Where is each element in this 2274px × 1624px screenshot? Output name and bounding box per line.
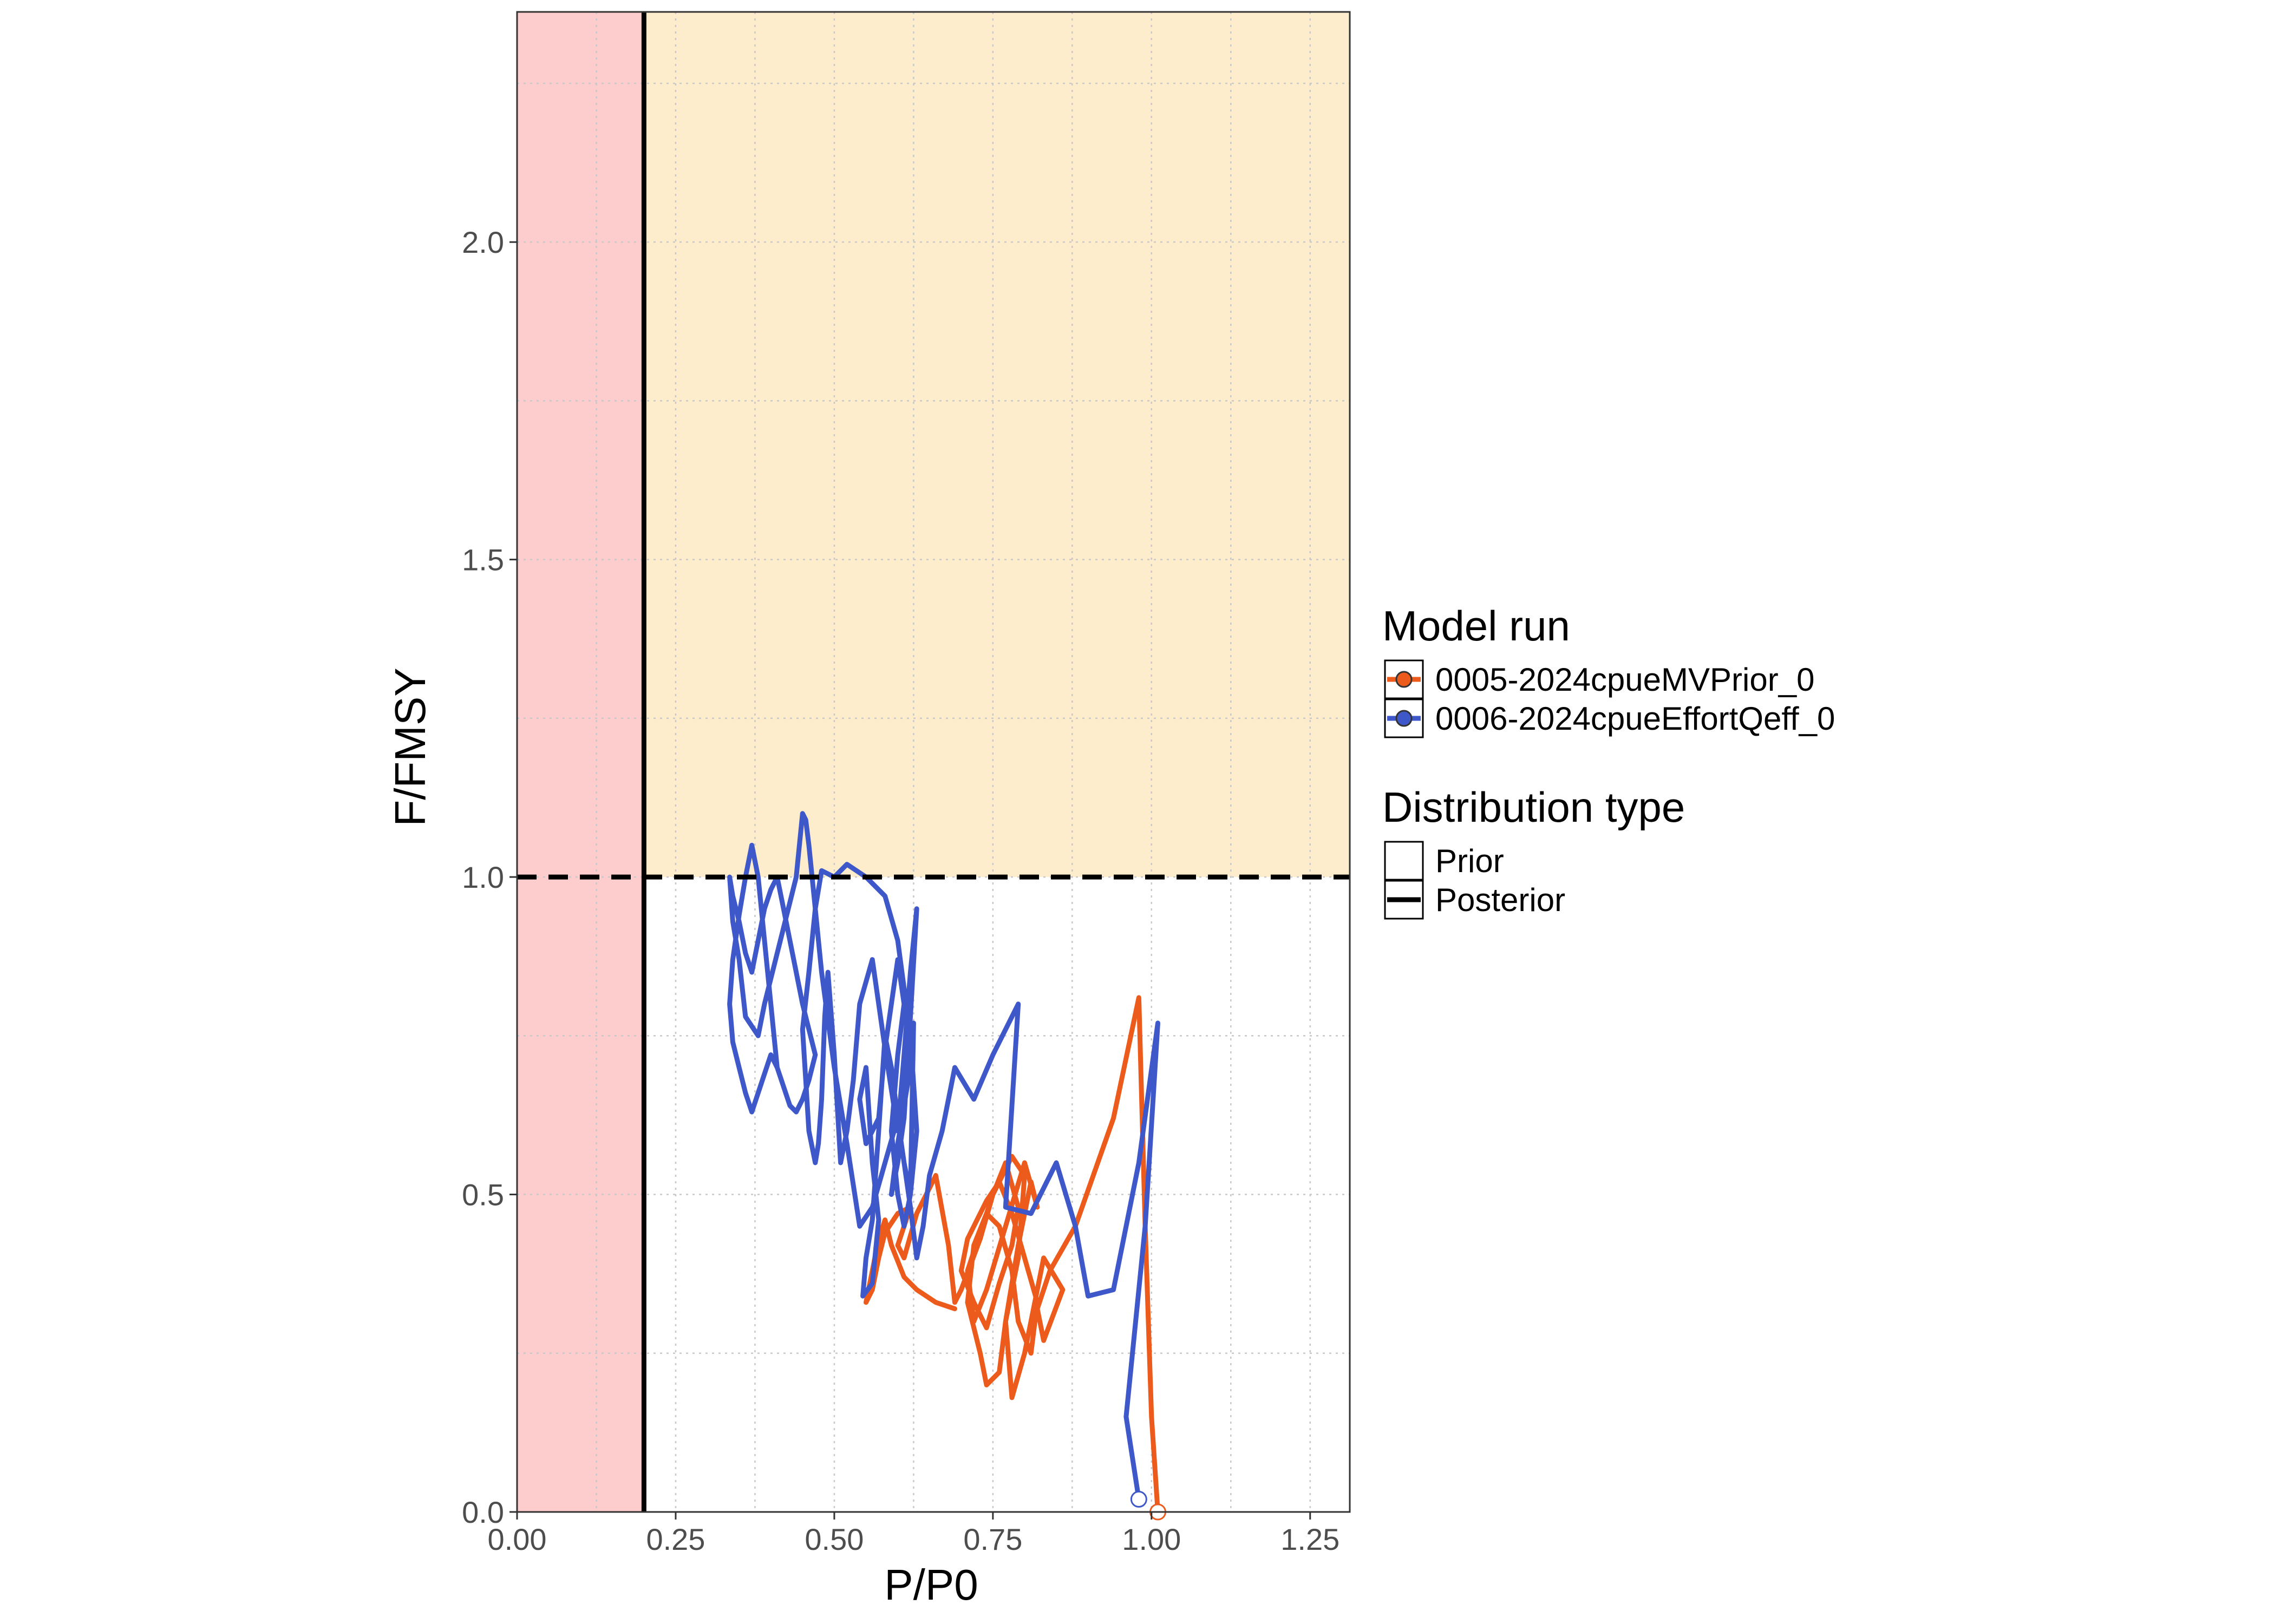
panel-border bbox=[516, 11, 1351, 1513]
legend-key-box bbox=[1384, 841, 1424, 881]
x-axis-title: P/P0 bbox=[884, 1561, 978, 1609]
legend: Model run 0005-2024cpueMVPrior_0 0006-20… bbox=[1382, 602, 1835, 920]
series-line-1 bbox=[727, 811, 1160, 1502]
legend-item-posterior: Posterior bbox=[1384, 880, 1565, 920]
x-axis: 0.00 0.25 0.50 0.75 1.00 1.25 bbox=[488, 1512, 1339, 1556]
limit-region bbox=[517, 12, 644, 1512]
legend-label-posterior: Posterior bbox=[1435, 882, 1565, 918]
legend-key-marker bbox=[1395, 710, 1413, 727]
y-tick-label: 0.0 bbox=[462, 1495, 504, 1529]
x-tick-label: 1.25 bbox=[1280, 1522, 1339, 1556]
y-tick-label: 2.0 bbox=[462, 225, 504, 259]
series-endpoint-1 bbox=[1130, 1491, 1147, 1508]
legend-title-model-run: Model run bbox=[1382, 602, 1570, 650]
y-tick-label: 0.5 bbox=[462, 1178, 504, 1212]
y-axis: 0.0 0.5 1.0 1.5 2.0 bbox=[462, 225, 517, 1529]
x-tick-label: 0.50 bbox=[805, 1522, 864, 1556]
series-lines bbox=[727, 811, 1160, 1515]
legend-item-model-run-1: 0006-2024cpueEffortQeff_0 bbox=[1384, 698, 1835, 738]
legend-item-prior: Prior bbox=[1384, 841, 1504, 881]
overfishing-region bbox=[644, 12, 1350, 878]
legend-title-distribution: Distribution type bbox=[1382, 783, 1685, 831]
legend-label-model-run: 0005-2024cpueMVPrior_0 bbox=[1435, 662, 1814, 698]
x-tick-label: 0.00 bbox=[488, 1522, 547, 1556]
y-tick-label: 1.0 bbox=[462, 860, 504, 894]
plot-area bbox=[516, 11, 1351, 1521]
series-endpoints bbox=[1130, 1491, 1167, 1521]
legend-label-model-run: 0006-2024cpueEffortQeff_0 bbox=[1435, 700, 1835, 737]
legend-item-model-run-0: 0005-2024cpueMVPrior_0 bbox=[1384, 659, 1814, 699]
legend-key-marker bbox=[1395, 671, 1413, 688]
x-tick-label: 0.75 bbox=[963, 1522, 1022, 1556]
legend-label-prior: Prior bbox=[1435, 843, 1504, 879]
y-tick-label: 1.5 bbox=[462, 543, 504, 577]
y-axis-title: F/FMSY bbox=[386, 667, 434, 826]
x-tick-label: 1.00 bbox=[1122, 1522, 1181, 1556]
x-tick-label: 0.25 bbox=[646, 1522, 705, 1556]
